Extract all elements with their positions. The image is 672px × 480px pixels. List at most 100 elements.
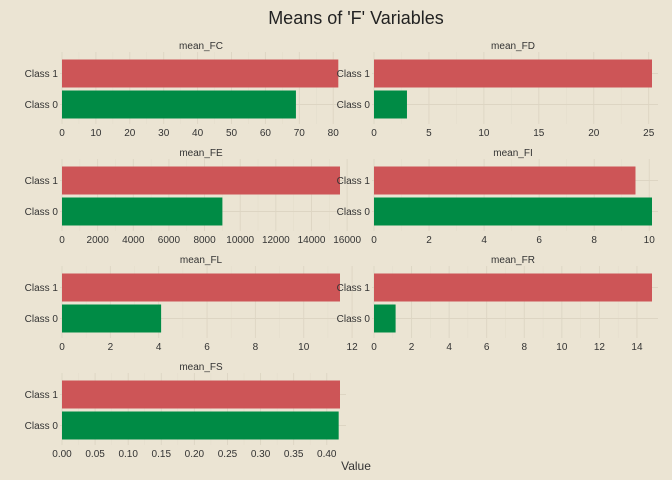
x-tick-label: 16000 [333,235,361,246]
bar-mean-fd-class-0 [374,90,407,119]
bar-mean-fs-class-1 [62,380,340,409]
x-tick-label: 50 [226,128,238,139]
bar-mean-fc-class-0 [62,90,296,119]
facet-title-mean-fs: mean_FS [179,362,223,373]
x-tick-label: 8 [521,342,527,353]
x-tick-label: 0.35 [284,449,304,460]
x-tick-label: 12 [347,342,359,353]
category-label-class-1: Class 1 [25,390,59,401]
x-tick-label: 0.40 [317,449,337,460]
facet-mean-fs: mean_FS Class 1 Class 0 0.00 0.05 0.10 0.15 0.2… [25,362,346,460]
x-tick-label: 6000 [158,235,181,246]
x-tick-label: 10000 [226,235,254,246]
bar-mean-fe-class-1 [62,166,340,195]
x-tick-label: 10 [90,128,102,139]
x-tick-label: 2 [409,342,415,353]
x-axis-label: Value [341,459,371,473]
x-tick-label: 30 [158,128,170,139]
chart-title: Means of 'F' Variables [268,8,444,28]
facet-mean-fi: mean_FI Class 1 Class 0 0 2 4 6 8 10 [337,148,658,246]
category-label-class-0: Class 0 [337,314,371,325]
category-label-class-0: Class 0 [337,207,371,218]
category-label-class-0: Class 0 [25,207,59,218]
facet-mean-fl: mean_FL Class 1 Class 0 0 2 4 6 8 10 12 [25,255,358,353]
facet-mean-fc: mean_FC Class 1 Class 0 0 10 20 30 40 50 60 70 80 [25,41,346,139]
facet-title-mean-fl: mean_FL [180,255,223,266]
x-tick-label: 0.00 [52,449,72,460]
x-tick-label: 25 [643,128,655,139]
x-tick-label: 8000 [193,235,216,246]
facet-title-mean-fr: mean_FR [491,255,535,266]
x-tick-label: 80 [328,128,340,139]
x-tick-label: 4 [446,342,452,353]
x-tick-label: 20 [588,128,600,139]
x-tick-label: 14 [631,342,643,353]
category-label-class-1: Class 1 [337,283,371,294]
x-tick-label: 6 [204,342,210,353]
x-tick-label: 0.10 [118,449,138,460]
category-label-class-0: Class 0 [25,314,59,325]
x-tick-label: 8 [591,235,597,246]
category-label-class-1: Class 1 [25,283,59,294]
x-tick-label: 0 [59,235,65,246]
x-tick-label: 5 [426,128,432,139]
x-tick-label: 0 [371,128,377,139]
bar-mean-fs-class-0 [62,411,339,440]
x-tick-label: 10 [556,342,568,353]
x-tick-label: 8 [253,342,259,353]
category-label-class-1: Class 1 [337,69,371,80]
x-tick-label: 0.25 [218,449,238,460]
bar-mean-fd-class-1 [374,59,652,88]
x-tick-label: 12000 [262,235,290,246]
x-tick-label: 15 [533,128,545,139]
facet-title-mean-fe: mean_FE [179,148,223,159]
x-tick-label: 40 [192,128,204,139]
bar-mean-fr-class-0 [374,304,396,333]
category-label-class-1: Class 1 [25,69,59,80]
x-tick-label: 60 [260,128,272,139]
bar-mean-fc-class-1 [62,59,339,88]
x-tick-label: 4 [481,235,487,246]
facet-mean-fr: mean_FR Class 1 Class 0 0 2 4 6 8 10 12 14 [337,255,658,353]
bar-mean-fl-class-1 [62,273,340,302]
category-label-class-1: Class 1 [337,176,371,187]
x-tick-label: 0.15 [152,449,172,460]
facet-title-mean-fc: mean_FC [179,41,223,52]
x-tick-label: 12 [594,342,606,353]
category-label-class-0: Class 0 [337,100,371,111]
bar-mean-fi-class-1 [374,166,636,195]
x-tick-label: 10 [478,128,490,139]
x-tick-label: 0.05 [85,449,105,460]
x-tick-label: 0 [59,128,65,139]
x-tick-label: 2 [108,342,114,353]
category-label-class-0: Class 0 [25,421,59,432]
x-tick-label: 4 [156,342,162,353]
x-tick-label: 0 [59,342,65,353]
x-tick-label: 2000 [87,235,110,246]
facet-title-mean-fd: mean_FD [491,41,535,52]
x-tick-label: 0.30 [251,449,271,460]
bar-mean-fl-class-0 [62,304,162,333]
x-tick-label: 0.20 [185,449,205,460]
x-tick-label: 4000 [122,235,145,246]
facet-mean-fe: mean_FE Class 1 Class 0 0 2000 4000 6000 8000 10… [25,148,362,246]
x-tick-label: 0 [371,235,377,246]
category-label-class-1: Class 1 [25,176,59,187]
x-tick-label: 10 [644,235,656,246]
facet-mean-fd: mean_FD Class 1 Class 0 0 5 10 15 20 25 [337,41,658,139]
x-tick-label: 2 [426,235,432,246]
x-tick-label: 0 [371,342,377,353]
facet-title-mean-fi: mean_FI [493,148,532,159]
x-tick-label: 70 [294,128,306,139]
bar-mean-fe-class-0 [62,197,223,226]
x-tick-label: 14000 [298,235,326,246]
x-tick-label: 6 [536,235,542,246]
category-label-class-0: Class 0 [25,100,59,111]
x-tick-label: 20 [124,128,136,139]
bar-mean-fr-class-1 [374,273,652,302]
x-tick-label: 10 [298,342,310,353]
bar-mean-fi-class-0 [374,197,652,226]
x-tick-label: 6 [484,342,490,353]
